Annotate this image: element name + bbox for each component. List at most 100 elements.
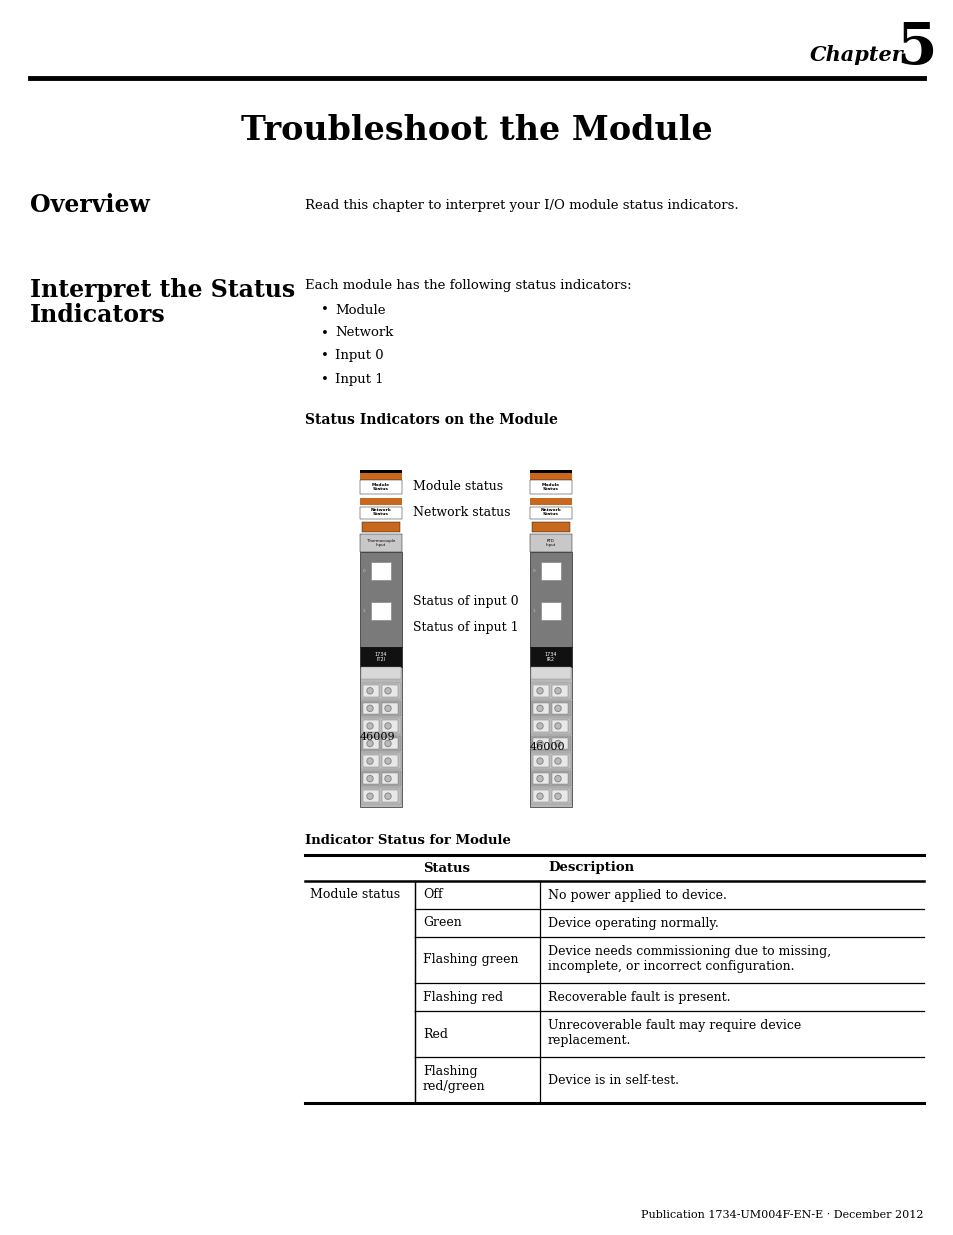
Text: Publication 1734-UM004F-EN-E · December 2012: Publication 1734-UM004F-EN-E · December … (640, 1210, 923, 1220)
Bar (552, 720, 567, 731)
Text: 1: 1 (363, 609, 365, 613)
Bar (531, 667, 571, 679)
Text: 0: 0 (363, 569, 365, 573)
Circle shape (385, 705, 391, 711)
Text: Input 0: Input 0 (335, 350, 383, 363)
Bar (359, 647, 401, 667)
Text: 1: 1 (533, 609, 535, 613)
Text: •: • (321, 373, 329, 385)
Bar (359, 473, 401, 480)
Text: Unrecoverable fault may require device
replacement.: Unrecoverable fault may require device r… (547, 1019, 801, 1047)
Circle shape (537, 794, 541, 798)
Circle shape (537, 689, 541, 693)
Circle shape (537, 758, 542, 764)
Circle shape (386, 724, 390, 727)
Text: RTD
Input: RTD Input (545, 538, 556, 547)
Circle shape (368, 706, 372, 710)
Circle shape (537, 760, 541, 763)
Text: 0: 0 (533, 569, 535, 573)
Bar (531, 700, 571, 716)
Bar (530, 552, 572, 647)
Circle shape (385, 741, 391, 746)
Bar (363, 685, 378, 697)
Bar (540, 601, 560, 620)
Bar (530, 498, 572, 505)
Text: Status: Status (422, 862, 470, 874)
Circle shape (537, 741, 542, 746)
Bar (360, 718, 400, 734)
Circle shape (386, 689, 390, 693)
Bar (381, 773, 397, 784)
Circle shape (537, 724, 541, 727)
Bar (359, 480, 401, 494)
Circle shape (556, 760, 559, 763)
Bar (381, 720, 397, 731)
Text: Network status: Network status (413, 505, 510, 519)
Bar (552, 737, 567, 750)
Text: •: • (321, 326, 329, 340)
Circle shape (367, 741, 373, 746)
Text: 46009: 46009 (359, 732, 395, 742)
Text: Status Indicators on the Module: Status Indicators on the Module (305, 412, 558, 427)
Bar (530, 480, 572, 494)
Circle shape (368, 777, 372, 781)
Circle shape (367, 776, 373, 782)
Bar (363, 703, 378, 714)
Circle shape (368, 724, 372, 727)
Circle shape (555, 776, 560, 782)
Bar (552, 790, 567, 802)
Bar (363, 773, 378, 784)
Bar (531, 718, 571, 734)
Text: Network
Status: Network Status (540, 508, 561, 516)
Text: Description: Description (547, 862, 634, 874)
Bar (530, 508, 572, 519)
Bar (359, 498, 401, 505)
Bar (359, 471, 401, 473)
Bar (531, 788, 571, 804)
Circle shape (537, 705, 542, 711)
Circle shape (555, 705, 560, 711)
Text: Overview: Overview (30, 193, 150, 217)
Bar (360, 753, 400, 769)
Bar (359, 534, 401, 552)
Circle shape (555, 741, 560, 746)
Text: Recoverable fault is present.: Recoverable fault is present. (547, 990, 730, 1004)
Bar (381, 685, 397, 697)
Text: Troubleshoot the Module: Troubleshoot the Module (241, 114, 712, 147)
Circle shape (556, 741, 559, 746)
Bar (533, 703, 548, 714)
Text: Chapter: Chapter (809, 44, 902, 65)
Circle shape (537, 793, 542, 799)
Circle shape (555, 688, 560, 694)
Text: Network: Network (335, 326, 393, 340)
Bar (531, 683, 571, 699)
Circle shape (368, 689, 372, 693)
Bar (359, 508, 401, 519)
Text: •: • (321, 304, 329, 316)
Bar (531, 771, 571, 787)
Circle shape (537, 741, 541, 746)
Bar (360, 667, 400, 679)
Text: Network
Status: Network Status (370, 508, 391, 516)
Text: 1734
IT2I: 1734 IT2I (375, 652, 387, 662)
Text: 5: 5 (895, 20, 936, 77)
Text: Module status: Module status (310, 888, 399, 902)
Bar (531, 753, 571, 769)
Circle shape (386, 706, 390, 710)
Circle shape (555, 793, 560, 799)
Bar (363, 737, 378, 750)
Text: Device operating normally.: Device operating normally. (547, 916, 718, 930)
Circle shape (537, 706, 541, 710)
Text: Red: Red (422, 1028, 448, 1041)
Text: Read this chapter to interpret your I/O module status indicators.: Read this chapter to interpret your I/O … (305, 199, 738, 211)
Bar (363, 756, 378, 767)
Text: Device is in self-test.: Device is in self-test. (547, 1073, 679, 1087)
Text: Flashing
red/green: Flashing red/green (422, 1065, 485, 1093)
Bar (530, 473, 572, 480)
Text: Green: Green (422, 916, 461, 930)
Bar (361, 522, 399, 532)
Circle shape (556, 706, 559, 710)
Text: 1734
IR2: 1734 IR2 (544, 652, 557, 662)
Bar (533, 685, 548, 697)
Bar (381, 703, 397, 714)
